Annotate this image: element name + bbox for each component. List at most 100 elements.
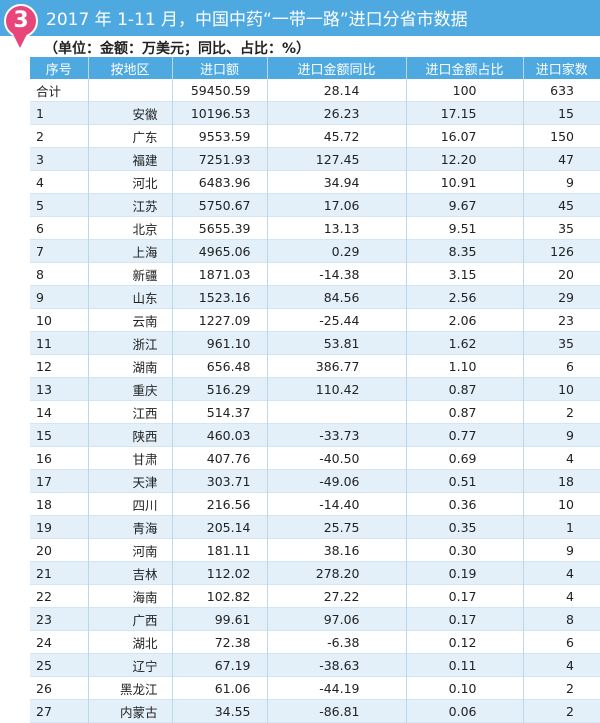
yoy-change: -38.63 [267,653,407,677]
table-row: 2 广东 9553.59 45.72 16.07 150 [30,124,600,148]
row-index: 13 [30,377,89,401]
importer-count: 6 [566,634,574,650]
region-name: 吉林 [88,561,173,585]
yoy-change: 45.72 [267,124,407,148]
row-index: 20 [30,538,89,562]
import-amount: 112.02 [172,561,268,585]
import-amount: 99.61 [172,607,268,631]
row-index: 15 [30,423,89,447]
col-yoy-header: 进口金额同比 [267,57,407,79]
table-row: 20 河南 181.11 38.16 0.30 9 [30,538,600,562]
col-count-header: 进口家数 [535,62,588,78]
table-row: 24 湖北 72.38 -6.38 0.12 6 [30,630,600,654]
row-index: 5 [30,193,89,217]
yoy-change: -14.40 [267,492,407,516]
row-index: 9 [30,285,89,309]
import-share: 0.12 [406,630,524,654]
importer-count: 15 [558,105,574,121]
region-name: 江西 [88,400,173,424]
importer-count: 45 [558,197,574,213]
importer-count: 4 [566,450,574,466]
yoy-change: -33.73 [267,423,407,447]
importer-count: 2 [566,680,574,696]
table-row: 1 安徽 10196.53 26.23 17.15 15 [30,101,600,125]
importer-count: 18 [558,473,574,489]
region-name: 天津 [88,469,173,493]
import-share: 0.36 [406,492,524,516]
import-amount: 407.76 [172,446,268,470]
importer-count: 126 [550,243,574,259]
region-name: 北京 [88,216,173,240]
import-amount: 5750.67 [172,193,268,217]
import-share: 100 [406,79,524,102]
import-amount: 514.37 [172,400,268,424]
page-title: 2017 年 1-11 月，中国中药“一带一路”进口分省市数据 [46,10,468,30]
importer-count: 8 [566,611,574,627]
region-name: 浙江 [88,331,173,355]
table-row: 3 福建 7251.93 127.45 12.20 47 [30,147,600,171]
import-amount: 1871.03 [172,262,268,286]
yoy-change: -6.38 [267,630,407,654]
region-name: 青海 [88,515,173,539]
region-name: 云南 [88,308,173,332]
yoy-change: -40.50 [267,446,407,470]
import-amount: 9553.59 [172,124,268,148]
region-name: 安徽 [88,101,173,125]
import-amount: 205.14 [172,515,268,539]
region-name: 上海 [88,239,173,263]
row-index: 8 [30,262,89,286]
row-index: 10 [30,308,89,332]
region-name: 广东 [88,124,173,148]
row-index: 11 [30,331,89,355]
section-number-badge: 3 [4,4,38,38]
region-name: 海南 [88,584,173,608]
yoy-change: 28.14 [267,79,407,102]
import-amount: 1523.16 [172,285,268,309]
row-index: 21 [30,561,89,585]
import-amount: 516.29 [172,377,268,401]
import-share: 0.06 [406,699,524,723]
import-share: 0.51 [406,469,524,493]
col-region-header: 按地区 [88,57,173,79]
import-amount: 1227.09 [172,308,268,332]
import-share: 10.91 [406,170,524,194]
import-amount: 61.06 [172,676,268,700]
title-bar [0,0,600,36]
region-name: 湖南 [88,354,173,378]
row-index: 27 [30,699,89,723]
row-index: 24 [30,630,89,654]
table-row: 19 青海 205.14 25.75 0.35 1 [30,515,600,539]
table-row: 22 海南 102.82 27.22 0.17 4 [30,584,600,608]
yoy-change: 0.29 [267,239,407,263]
table-row: 14 江西 514.37 0.87 2 [30,400,600,424]
table-row: 23 广西 99.61 97.06 0.17 8 [30,607,600,631]
row-index: 7 [30,239,89,263]
import-amount: 59450.59 [172,79,268,102]
table-row: 9 山东 1523.16 84.56 2.56 29 [30,285,600,309]
import-amount: 216.56 [172,492,268,516]
yoy-change: 34.94 [267,170,407,194]
row-index: 18 [30,492,89,516]
importer-count: 2 [566,703,574,719]
import-share: 0.30 [406,538,524,562]
import-amount: 4965.06 [172,239,268,263]
importer-count: 1 [566,519,574,535]
import-share: 2.06 [406,308,524,332]
row-index: 合计 [30,79,89,102]
row-index: 14 [30,400,89,424]
row-index: 26 [30,676,89,700]
row-index: 16 [30,446,89,470]
row-index: 4 [30,170,89,194]
region-name: 河南 [88,538,173,562]
import-amount: 10196.53 [172,101,268,125]
table-header-row: 序号 按地区 进口额 进口金额同比 进口金额占比 进口家数 [30,57,600,79]
yoy-change: 110.42 [267,377,407,401]
import-share: 16.07 [406,124,524,148]
import-amount: 6483.96 [172,170,268,194]
importer-count: 2 [566,404,574,420]
yoy-change: 84.56 [267,285,407,309]
importer-count: 9 [566,174,574,190]
table-row: 12 湖南 656.48 386.77 1.10 6 [30,354,600,378]
import-share: 0.10 [406,676,524,700]
import-amount: 102.82 [172,584,268,608]
